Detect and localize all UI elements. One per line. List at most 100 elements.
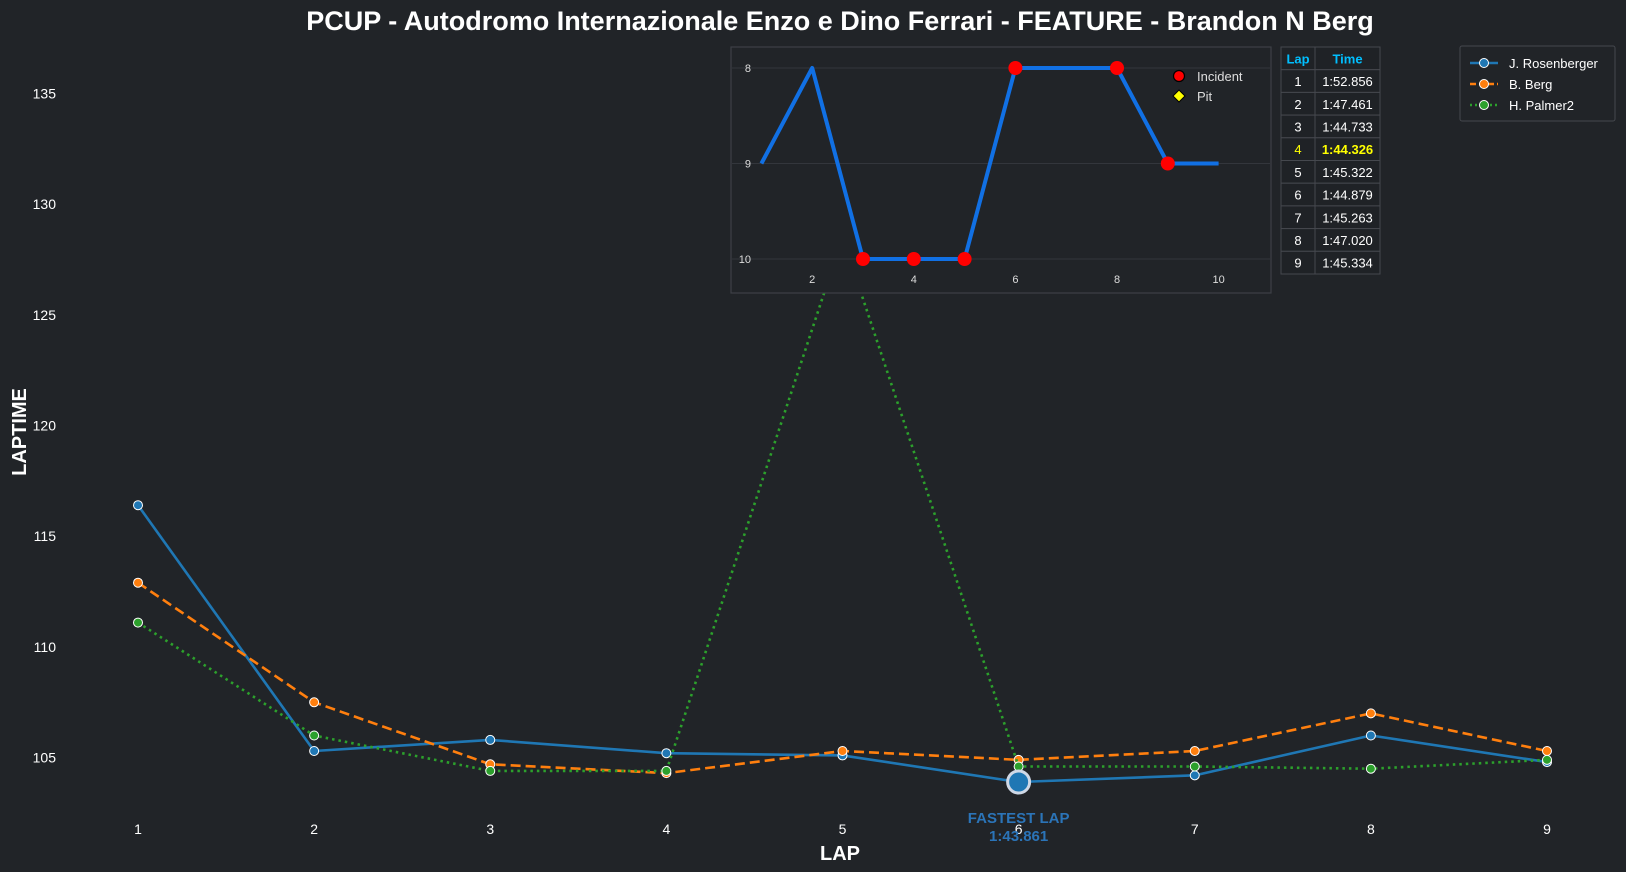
legend-marker [1479, 58, 1489, 68]
inset-x-tick: 10 [1212, 274, 1224, 286]
pit-legend-label: Pit [1197, 89, 1213, 104]
main-x-ticks: 1 2 3 4 5 6 7 8 9 [134, 821, 1551, 837]
legend-marker [1479, 79, 1489, 89]
series-point [1542, 746, 1552, 756]
inset-frame [730, 46, 1272, 294]
legend-label: J. Rosenberger [1509, 56, 1599, 71]
fastest-lap-label: FASTEST LAP [968, 810, 1070, 827]
fastest-lap-value: 1:43.861 [989, 828, 1048, 845]
incident-marker [957, 252, 972, 266]
legend-frame [1459, 45, 1616, 122]
incident-legend-label: Incident [1197, 69, 1243, 84]
series-line-0 [136, 504, 1548, 784]
y-tick-label: 130 [33, 196, 57, 212]
series-point [309, 697, 320, 708]
inset-position-line [759, 61, 1219, 266]
inset-x-tick: 6 [1012, 274, 1018, 286]
series-point [661, 765, 672, 776]
x-tick-label: 6 [1015, 821, 1023, 837]
series-point [133, 617, 143, 628]
inset-x-tick: 2 [809, 274, 815, 286]
incident-legend-marker [1172, 69, 1186, 83]
table-lap-cell: 7 [1294, 210, 1301, 225]
table-lap-cell: 6 [1294, 188, 1301, 203]
series-point [1365, 763, 1376, 774]
series-point [485, 765, 496, 776]
incident-marker [906, 252, 921, 266]
pit-legend-marker [1172, 89, 1186, 103]
series-point [837, 746, 848, 756]
series-point [1189, 746, 1200, 756]
inset-x-tick: 4 [911, 274, 917, 286]
table-lap-cell: 1 [1294, 74, 1301, 89]
table-lap-cell: 3 [1294, 119, 1301, 134]
table-lap-cell: 4 [1294, 142, 1301, 157]
inset-y-tick: 10 [739, 254, 751, 266]
y-tick-label: 135 [33, 85, 57, 101]
inset-x-tick: 8 [1114, 274, 1120, 286]
x-tick-label: 7 [1191, 821, 1199, 837]
table-lap-cell: 2 [1294, 97, 1301, 112]
y-tick-label: 120 [33, 418, 57, 434]
x-tick-label: 1 [134, 821, 142, 837]
series-point [1189, 761, 1200, 772]
lap-time-table: Lap Time 1 1:52.856 2 1:47.461 3 1:44.733 4 1:44.… [1280, 46, 1381, 275]
x-tick-label: 8 [1367, 821, 1375, 837]
y-axis-label: LAPTIME [9, 388, 31, 476]
fastest-lap-marker [1006, 769, 1032, 795]
main-legend: J. Rosenberger B. Berg H. Palmer2 [1459, 45, 1616, 122]
position-line [759, 66, 1219, 261]
legend-marker [1479, 100, 1489, 110]
main-y-ticks: 105 110 115 120 125 130 135 [33, 85, 57, 765]
y-tick-label: 110 [34, 639, 57, 655]
x-tick-label: 4 [662, 821, 670, 837]
x-tick-label: 2 [310, 821, 318, 837]
inset-legend: Incident Pit [1172, 69, 1243, 104]
series-point [309, 746, 320, 756]
table-lap-cell: 5 [1294, 165, 1301, 180]
legend-label: B. Berg [1509, 77, 1552, 92]
incident-marker [1008, 61, 1023, 75]
incident-marker [1110, 61, 1124, 75]
series-point [1365, 708, 1376, 719]
table-time-cell: 1:45.334 [1322, 256, 1373, 271]
legend-label: H. Palmer2 [1509, 98, 1574, 113]
table-header-label: Time [1332, 51, 1362, 66]
series-point [485, 734, 496, 745]
table-lap-cell: 8 [1294, 233, 1301, 248]
table-time-cell: 1:44.879 [1322, 188, 1373, 203]
y-tick-label: 115 [34, 528, 57, 544]
series-point [661, 748, 672, 759]
table-cell [1314, 250, 1381, 275]
table-time-cell: 1:52.856 [1322, 74, 1373, 89]
series-lines [133, 232, 1552, 795]
table-time-cell: 1:47.020 [1322, 233, 1373, 248]
table-time-cell: 1:45.263 [1322, 210, 1373, 225]
fastest-lap-annotation: FASTEST LAP 1:43.861 [968, 810, 1070, 845]
y-tick-label: 105 [33, 750, 57, 766]
x-tick-label: 5 [839, 821, 847, 837]
inset-y-tick: 9 [745, 159, 751, 171]
table-time-cell: 1:45.322 [1322, 165, 1373, 180]
inset-y-tick: 8 [745, 63, 751, 75]
incident-marker [856, 252, 870, 266]
series-point [1189, 770, 1200, 781]
table-time-cell: 1:44.326 [1322, 142, 1373, 157]
inset-position-chart: 8 9 10 2 4 6 8 10 Incident Pit [730, 46, 1272, 294]
series-point [133, 500, 143, 511]
table-lap-cell: 9 [1294, 256, 1301, 271]
series-point [309, 730, 320, 741]
table-time-cell: 1:47.461 [1322, 97, 1373, 112]
table-header-label: Lap [1286, 51, 1309, 66]
x-tick-label: 3 [486, 821, 494, 837]
y-tick-label: 125 [33, 307, 57, 323]
table-time-cell: 1:44.733 [1322, 119, 1373, 134]
series-point [133, 577, 143, 588]
x-axis-label: LAP [820, 843, 860, 865]
inset-ticks: 8 9 10 2 4 6 8 10 [739, 63, 1225, 286]
chart-title: PCUP - Autodromo Internazionale Enzo e D… [306, 6, 1374, 36]
series-point [1542, 754, 1552, 765]
series-point [1365, 730, 1376, 741]
series-line-2 [137, 235, 1548, 773]
